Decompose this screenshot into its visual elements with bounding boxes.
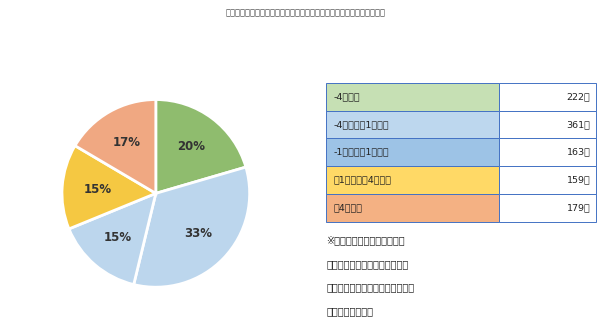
Text: 検診結果に基いて算出したカラダ年齢（健康年齢）と実年齢の差の平均: 検診結果に基いて算出したカラダ年齢（健康年齢）と実年齢の差の平均 — [225, 8, 386, 17]
Wedge shape — [62, 146, 156, 229]
Wedge shape — [69, 193, 156, 285]
Text: 数を示している。: 数を示している。 — [326, 306, 373, 316]
Wedge shape — [134, 167, 250, 287]
Bar — [499, 139, 596, 166]
Text: 17%: 17% — [113, 136, 141, 149]
Text: 159人: 159人 — [567, 176, 591, 184]
Bar — [326, 166, 499, 194]
Text: 20%: 20% — [177, 140, 205, 153]
Bar — [326, 111, 499, 139]
Bar — [499, 111, 596, 139]
Text: 15%: 15% — [84, 183, 112, 196]
Text: -4歳未満: -4歳未満 — [334, 93, 360, 101]
Wedge shape — [156, 100, 246, 193]
Text: -1歳以上＋1歳未満: -1歳以上＋1歳未満 — [334, 148, 389, 157]
Text: ※健康年齢の算出が可能な個: ※健康年齢の算出が可能な個 — [326, 236, 405, 246]
Text: 163人: 163人 — [566, 148, 591, 157]
Bar — [326, 83, 499, 111]
Text: を算出し、その値の階級ごとの人: を算出し、その値の階級ごとの人 — [326, 282, 414, 293]
Text: ＋1歳以上＋4歳未満: ＋1歳以上＋4歳未満 — [334, 176, 392, 184]
Text: 15%: 15% — [104, 231, 132, 244]
Text: ＋4歳以上: ＋4歳以上 — [334, 203, 362, 212]
Bar — [326, 139, 499, 166]
Text: 33%: 33% — [184, 227, 212, 240]
Text: 179人: 179人 — [567, 203, 591, 212]
Text: -4歳以上－1歳未満: -4歳以上－1歳未満 — [334, 120, 389, 129]
Bar — [499, 166, 596, 194]
Text: 実年齢と健康年齢の差の構成人数・構成割合（2021年度）: 実年齢と健康年齢の差の構成人数・構成割合（2021年度） — [21, 38, 272, 53]
Bar — [499, 83, 596, 111]
Text: 361人: 361人 — [566, 120, 591, 129]
Wedge shape — [75, 100, 156, 193]
Text: 人について、健康年齢－実年齢: 人について、健康年齢－実年齢 — [326, 259, 409, 269]
Text: 222人: 222人 — [567, 93, 591, 101]
Bar — [326, 194, 499, 222]
Bar — [499, 194, 596, 222]
